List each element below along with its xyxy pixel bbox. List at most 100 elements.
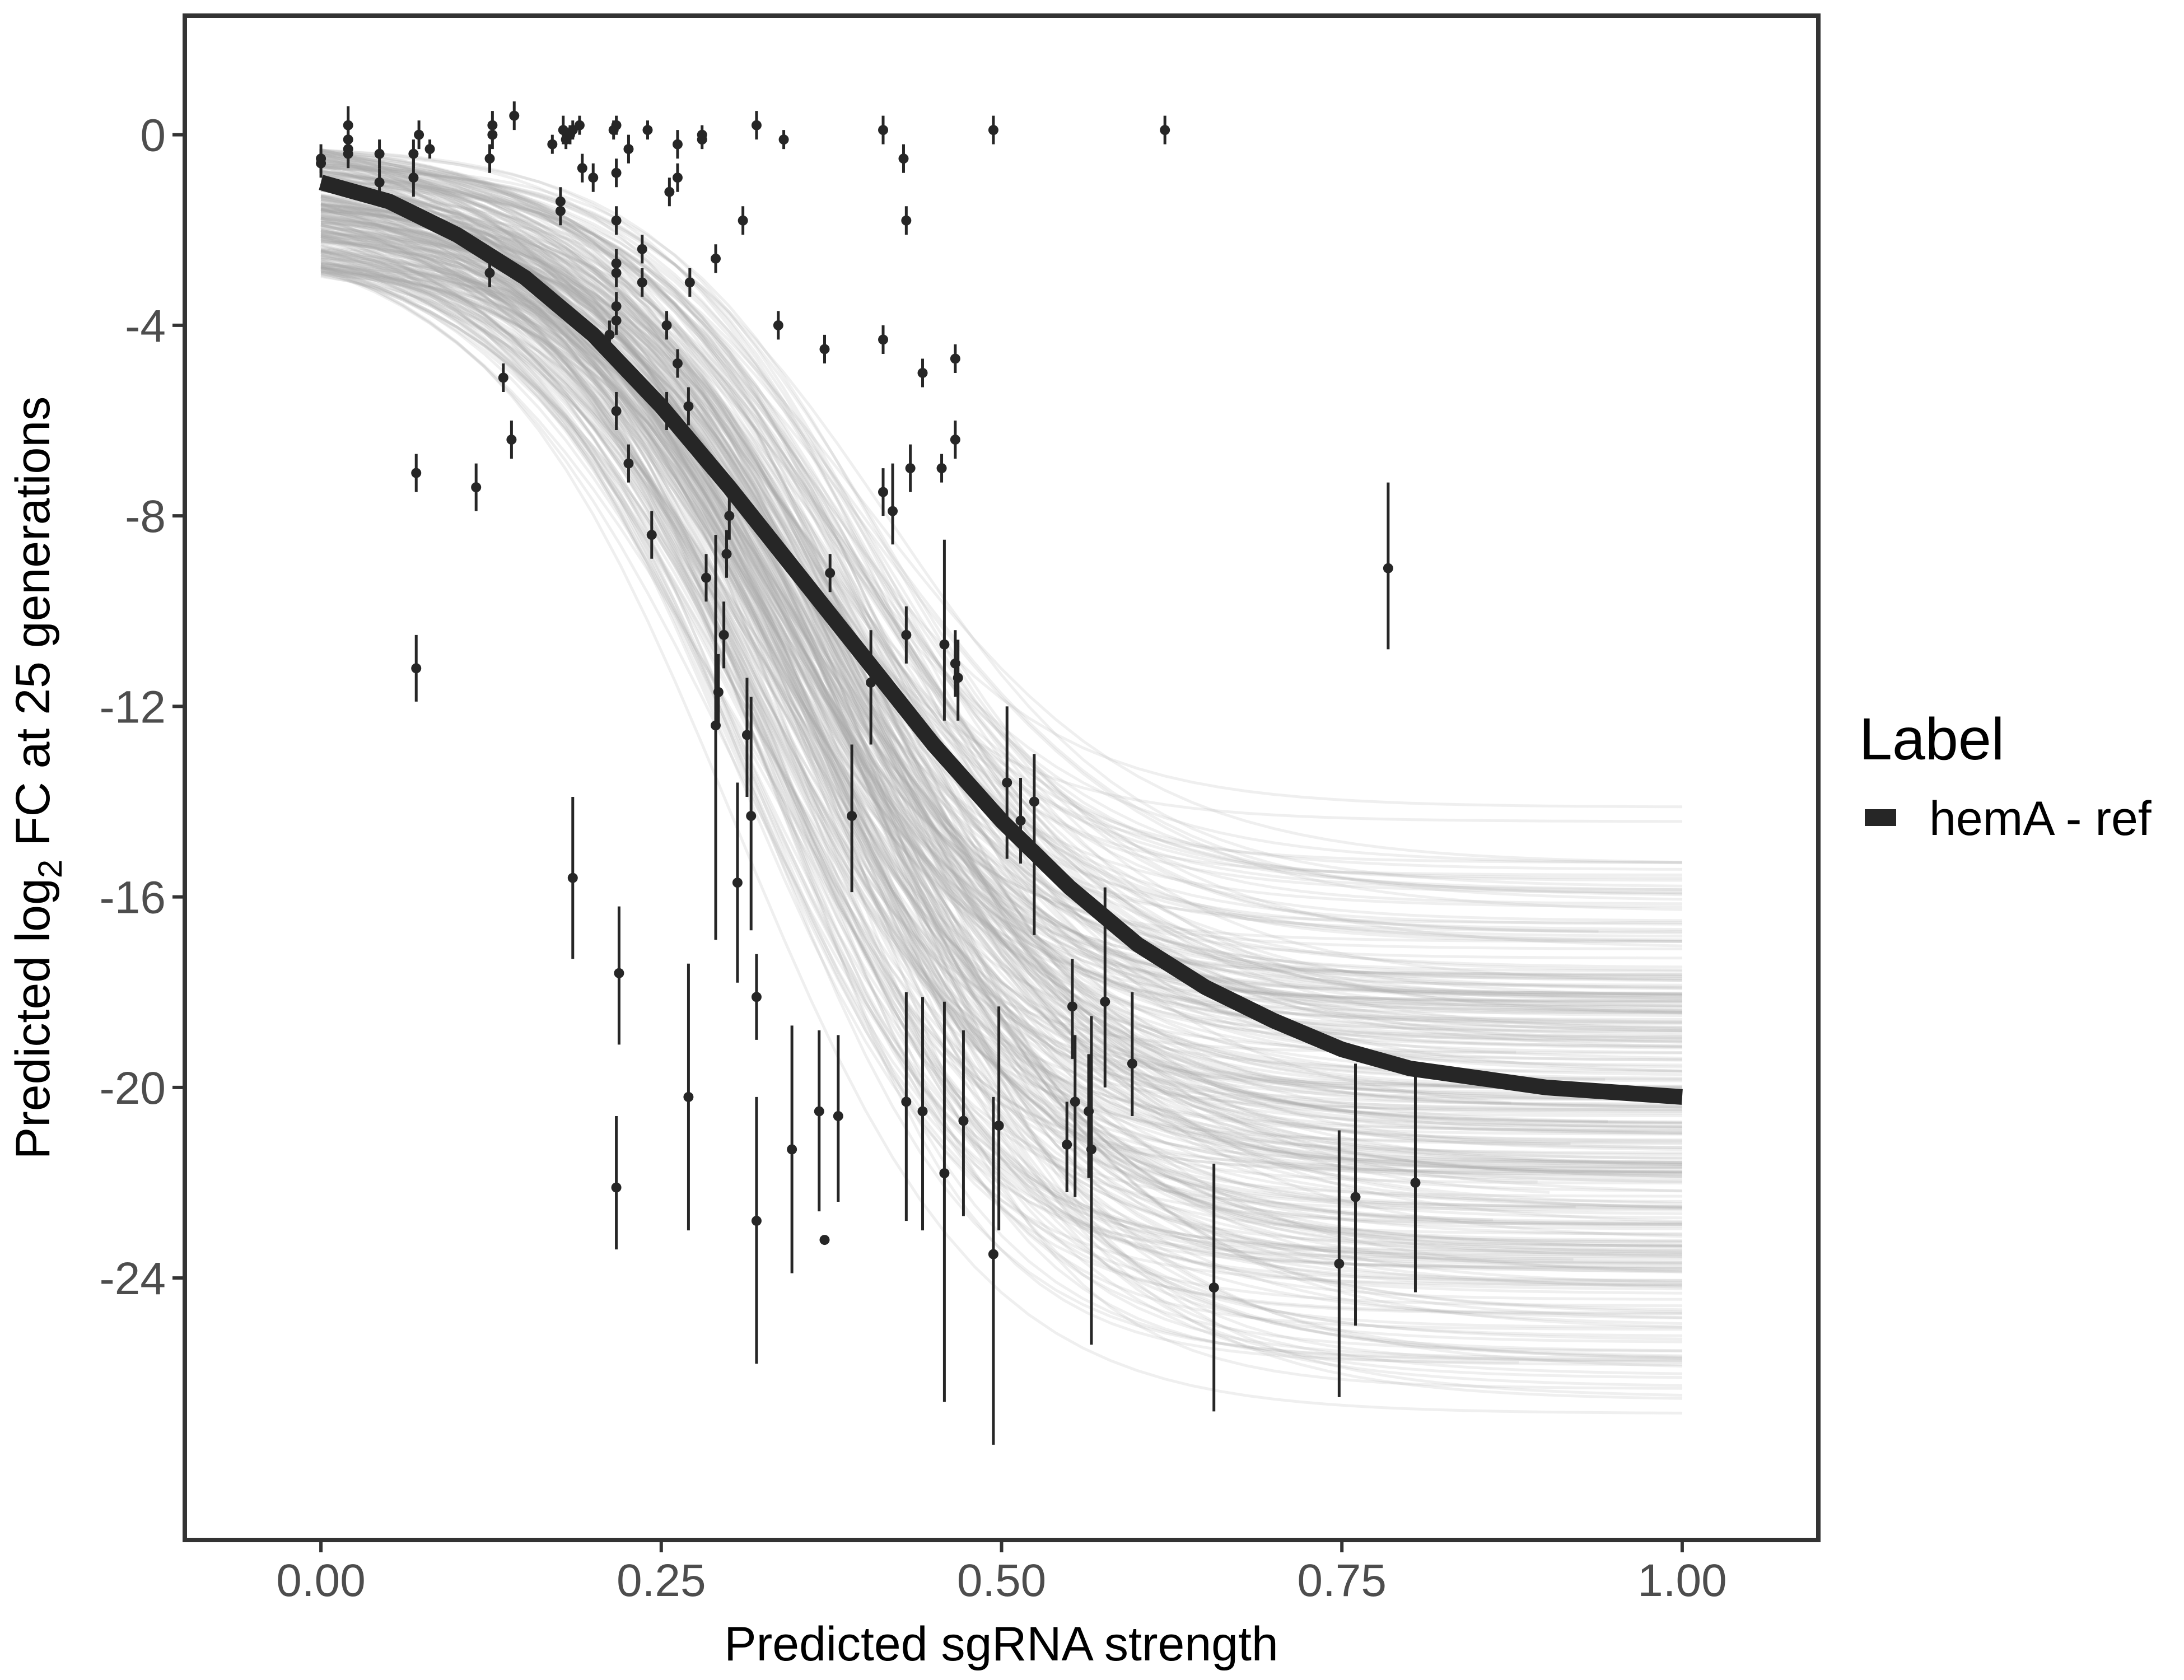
posterior-draw-line	[320, 261, 1682, 1223]
data-point	[623, 144, 634, 155]
posterior-draw-line	[320, 231, 1682, 1135]
posterior-draw-line	[320, 233, 1682, 1273]
posterior-draw-line	[320, 254, 1682, 1315]
posterior-draw-line	[320, 241, 1682, 1255]
posterior-draw-line	[320, 233, 1682, 1273]
data-point	[1002, 777, 1012, 788]
data-point	[721, 549, 732, 559]
data-point	[1410, 1178, 1421, 1188]
data-point	[637, 277, 647, 288]
data-point	[577, 163, 587, 174]
posterior-draw-line	[320, 232, 1682, 1284]
posterior-draw-line	[320, 195, 1682, 1164]
posterior-draw-line	[320, 174, 1682, 1110]
posterior-draw-line	[320, 183, 1682, 1062]
posterior-draw-line	[320, 178, 1682, 1101]
data-point	[343, 120, 353, 130]
data-point	[343, 134, 353, 145]
data-point	[751, 1216, 762, 1226]
data-point	[672, 358, 683, 368]
posterior-draw-line	[320, 160, 1682, 980]
posterior-draw-line	[320, 193, 1682, 1017]
posterior-draw-line	[320, 263, 1682, 1361]
posterior-draw-line	[320, 208, 1682, 1220]
posterior-draw-line	[320, 164, 1682, 1007]
data-point	[901, 629, 912, 640]
data-point	[1086, 1144, 1096, 1155]
data-point	[778, 134, 789, 145]
data-point	[939, 1168, 950, 1179]
posterior-draw-line	[320, 237, 1682, 1100]
posterior-draw-line	[320, 264, 1682, 1254]
posterior-draw-line	[320, 163, 1682, 882]
posterior-draw-line	[320, 253, 1682, 1226]
data-point	[411, 663, 422, 674]
posterior-draw-line	[320, 198, 1682, 1004]
posterior-draw-line	[320, 223, 1493, 1221]
posterior-draw-line	[320, 240, 1682, 1170]
posterior-draw-line	[320, 263, 1682, 1258]
posterior-draw-line	[320, 198, 1682, 1112]
posterior-draw-line	[320, 226, 1682, 1061]
posterior-draw-line	[320, 173, 1682, 1043]
posterior-draw-line	[320, 156, 1682, 1015]
posterior-draw-line	[320, 228, 1682, 1287]
posterior-draw-line	[320, 217, 1682, 1048]
posterior-draw-line	[320, 169, 1682, 1093]
data-point	[611, 268, 622, 278]
posterior-draw-line	[320, 258, 1682, 1263]
posterior-draw-line	[320, 203, 1682, 1149]
posterior-draw-line	[320, 234, 1682, 1123]
data-points	[316, 110, 1421, 1293]
posterior-draw-line	[320, 199, 1682, 1151]
posterior-draw-line	[320, 244, 1682, 1183]
posterior-draw-line	[320, 264, 1682, 1287]
posterior-draw-line	[321, 207, 1682, 1107]
data-point	[1029, 796, 1039, 807]
posterior-draw-line	[320, 264, 1682, 1224]
data-point	[993, 1120, 1004, 1131]
posterior-draw-line	[320, 223, 1682, 1208]
data-point	[484, 268, 495, 278]
posterior-draw-line	[320, 249, 1682, 1341]
fit-curve	[319, 175, 1683, 1105]
data-point	[1084, 1106, 1094, 1117]
posterior-draw-line	[320, 161, 1682, 997]
data-point	[555, 196, 566, 207]
posterior-draw-line	[320, 272, 1682, 1259]
panel-border	[183, 13, 1821, 1542]
posterior-draw-line	[320, 171, 1682, 938]
data-point	[611, 1182, 622, 1193]
posterior-draw-line	[320, 268, 1682, 1357]
posterior-draw-line	[320, 202, 1682, 1000]
y-axis: 0 -4 -8 -12 -16 -20 -24	[99, 110, 183, 1304]
posterior-draw-line	[320, 175, 1682, 1109]
posterior-draw-line	[320, 228, 1682, 1285]
data-point	[672, 172, 683, 183]
posterior-draw-line	[320, 223, 1682, 1178]
data-point	[684, 277, 695, 288]
posterior-draw-line	[320, 229, 1682, 1257]
x-tick-label: 0.25	[617, 1555, 706, 1606]
posterior-draw-line	[320, 232, 1682, 1142]
posterior-draw-line	[320, 195, 1682, 1105]
posterior-draw-line	[320, 229, 1682, 1166]
posterior-draw-line	[320, 270, 1682, 1319]
posterior-draw-line	[320, 153, 1682, 925]
data-point	[825, 568, 836, 578]
posterior-draw-line	[320, 156, 1682, 892]
posterior-draw-line	[320, 157, 1682, 897]
posterior-draw-line	[320, 202, 1608, 1123]
posterior-draw-line	[320, 159, 1682, 997]
y-axis-title-suffix: FC at 25 generations	[6, 396, 60, 860]
posterior-draw-line	[320, 174, 1682, 972]
posterior-draw-line	[320, 224, 1682, 1264]
posterior-draw-line	[320, 232, 1571, 1145]
posterior-draw-line	[320, 257, 1682, 1271]
y-tick-label: -24	[99, 1253, 166, 1304]
posterior-draw-line	[320, 265, 1682, 1368]
posterior-draw-line	[320, 268, 1682, 1415]
x-axis-title: Predicted sgRNA strength	[724, 1617, 1278, 1671]
posterior-draw-line	[320, 170, 1682, 943]
